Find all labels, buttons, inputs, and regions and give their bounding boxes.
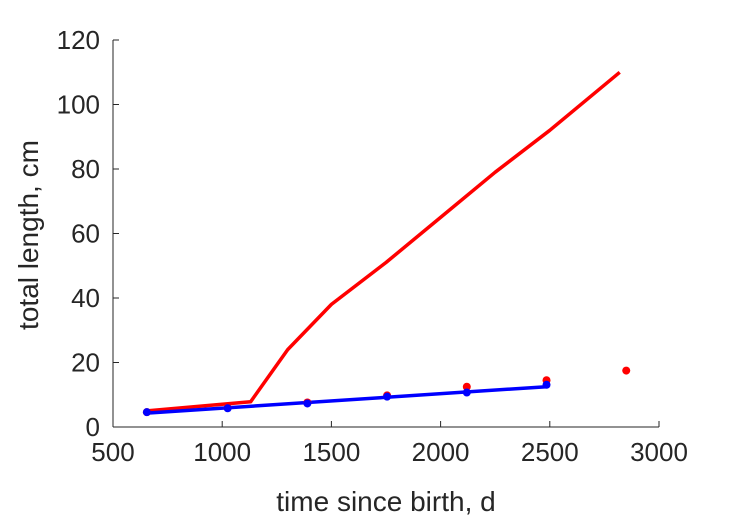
x-tick-label: 500 <box>91 437 134 467</box>
series-line-0 <box>146 70 621 413</box>
x-tick-label: 1500 <box>302 437 360 467</box>
data-point <box>142 408 151 417</box>
y-tick-label: 100 <box>57 90 100 120</box>
x-tick-label: 1000 <box>193 437 251 467</box>
x-tick-label: 2000 <box>412 437 470 467</box>
plot-area <box>142 70 631 417</box>
data-point <box>462 382 471 391</box>
data-point <box>223 404 232 413</box>
data-point <box>303 399 312 408</box>
x-tick-label: 3000 <box>630 437 688 467</box>
y-tick-label: 40 <box>71 283 100 313</box>
data-point <box>383 392 392 401</box>
data-point <box>462 388 471 397</box>
data-point <box>542 380 551 389</box>
y-tick-label: 120 <box>57 25 100 55</box>
data-point <box>622 366 631 375</box>
y-tick-label: 0 <box>86 412 100 442</box>
y-tick-label: 60 <box>71 219 100 249</box>
y-tick-label: 80 <box>71 154 100 184</box>
y-tick-label: 20 <box>71 348 100 378</box>
y-axis-label: total length, cm <box>13 140 44 330</box>
x-axis-label: time since birth, d <box>276 486 495 517</box>
series-line-1 <box>146 384 547 415</box>
axes: 500 1000 1500 2000 2500 3000 0 20 40 60 80 100 120 <box>57 25 688 467</box>
x-tick-label: 2500 <box>521 437 579 467</box>
